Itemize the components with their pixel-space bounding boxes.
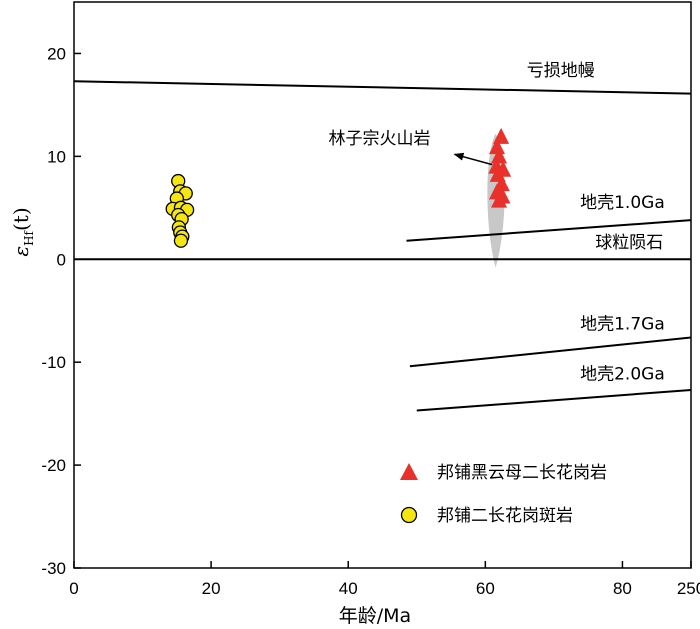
- y-axis-title: εHf(t): [9, 207, 36, 256]
- x-axis-title: 年龄/Ma: [339, 605, 411, 627]
- reference-lines-layer: [74, 80, 691, 412]
- reference-line-4: [416, 388, 691, 412]
- legend-label-biotite-monzogranite: 邦铺黑云母二长花岗岩: [437, 463, 607, 483]
- y-tick-label-v-30: -30: [41, 559, 66, 578]
- reference-line-label-0: 亏损地幔: [527, 61, 595, 81]
- point-circle-12: [173, 233, 189, 248]
- x-tick-label-v80: 80: [613, 579, 632, 598]
- reference-line-label-4: 地壳2.0Ga: [580, 365, 665, 385]
- legend-marker-circle: [400, 506, 418, 524]
- x-tick-label-v0: 0: [69, 579, 78, 598]
- point-triangle-9: [491, 191, 508, 208]
- y-tick-label-v0: 0: [57, 250, 66, 269]
- legend: 邦铺黑云母二长花岗岩 邦铺二长花岗斑岩: [400, 463, 607, 526]
- x-tick-label-v60: 60: [476, 579, 495, 598]
- reference-line-label-2: 地壳1.0Ga: [580, 193, 665, 213]
- reference-line-2: [406, 219, 691, 242]
- y-tick-label-v20: 20: [47, 44, 66, 63]
- reference-line-3: [409, 336, 691, 368]
- x-tick-label-v250: 250: [677, 579, 700, 598]
- point-triangle-2: [491, 147, 508, 164]
- point-triangle-1: [488, 138, 505, 155]
- annotation-arrow: [453, 152, 493, 166]
- x-tick-label-v20: 20: [202, 579, 221, 598]
- plot-frame: [73, 1, 692, 569]
- y-tick-label-v10: 10: [47, 147, 66, 166]
- reference-line-label-1: 球粒陨石: [595, 233, 663, 253]
- annotation-label: 林子宗火山岩: [328, 129, 430, 149]
- reference-line-label-3: 地壳1.7Ga: [580, 314, 665, 334]
- reference-line-0: [74, 80, 691, 95]
- y-tick-label-v-10: -10: [41, 353, 66, 372]
- legend-marker-triangle: [400, 463, 418, 480]
- y-tick-label-v-20: -20: [41, 456, 66, 475]
- x-tick-label-v40: 40: [339, 579, 358, 598]
- axes-layer: 0 20 40 60 80 250 20 10 0 -10 -20 -30: [41, 44, 700, 598]
- legend-label-monzogranite-porphyry: 邦铺二长花岗斑岩: [437, 506, 573, 526]
- data-points-layer: [165, 127, 512, 248]
